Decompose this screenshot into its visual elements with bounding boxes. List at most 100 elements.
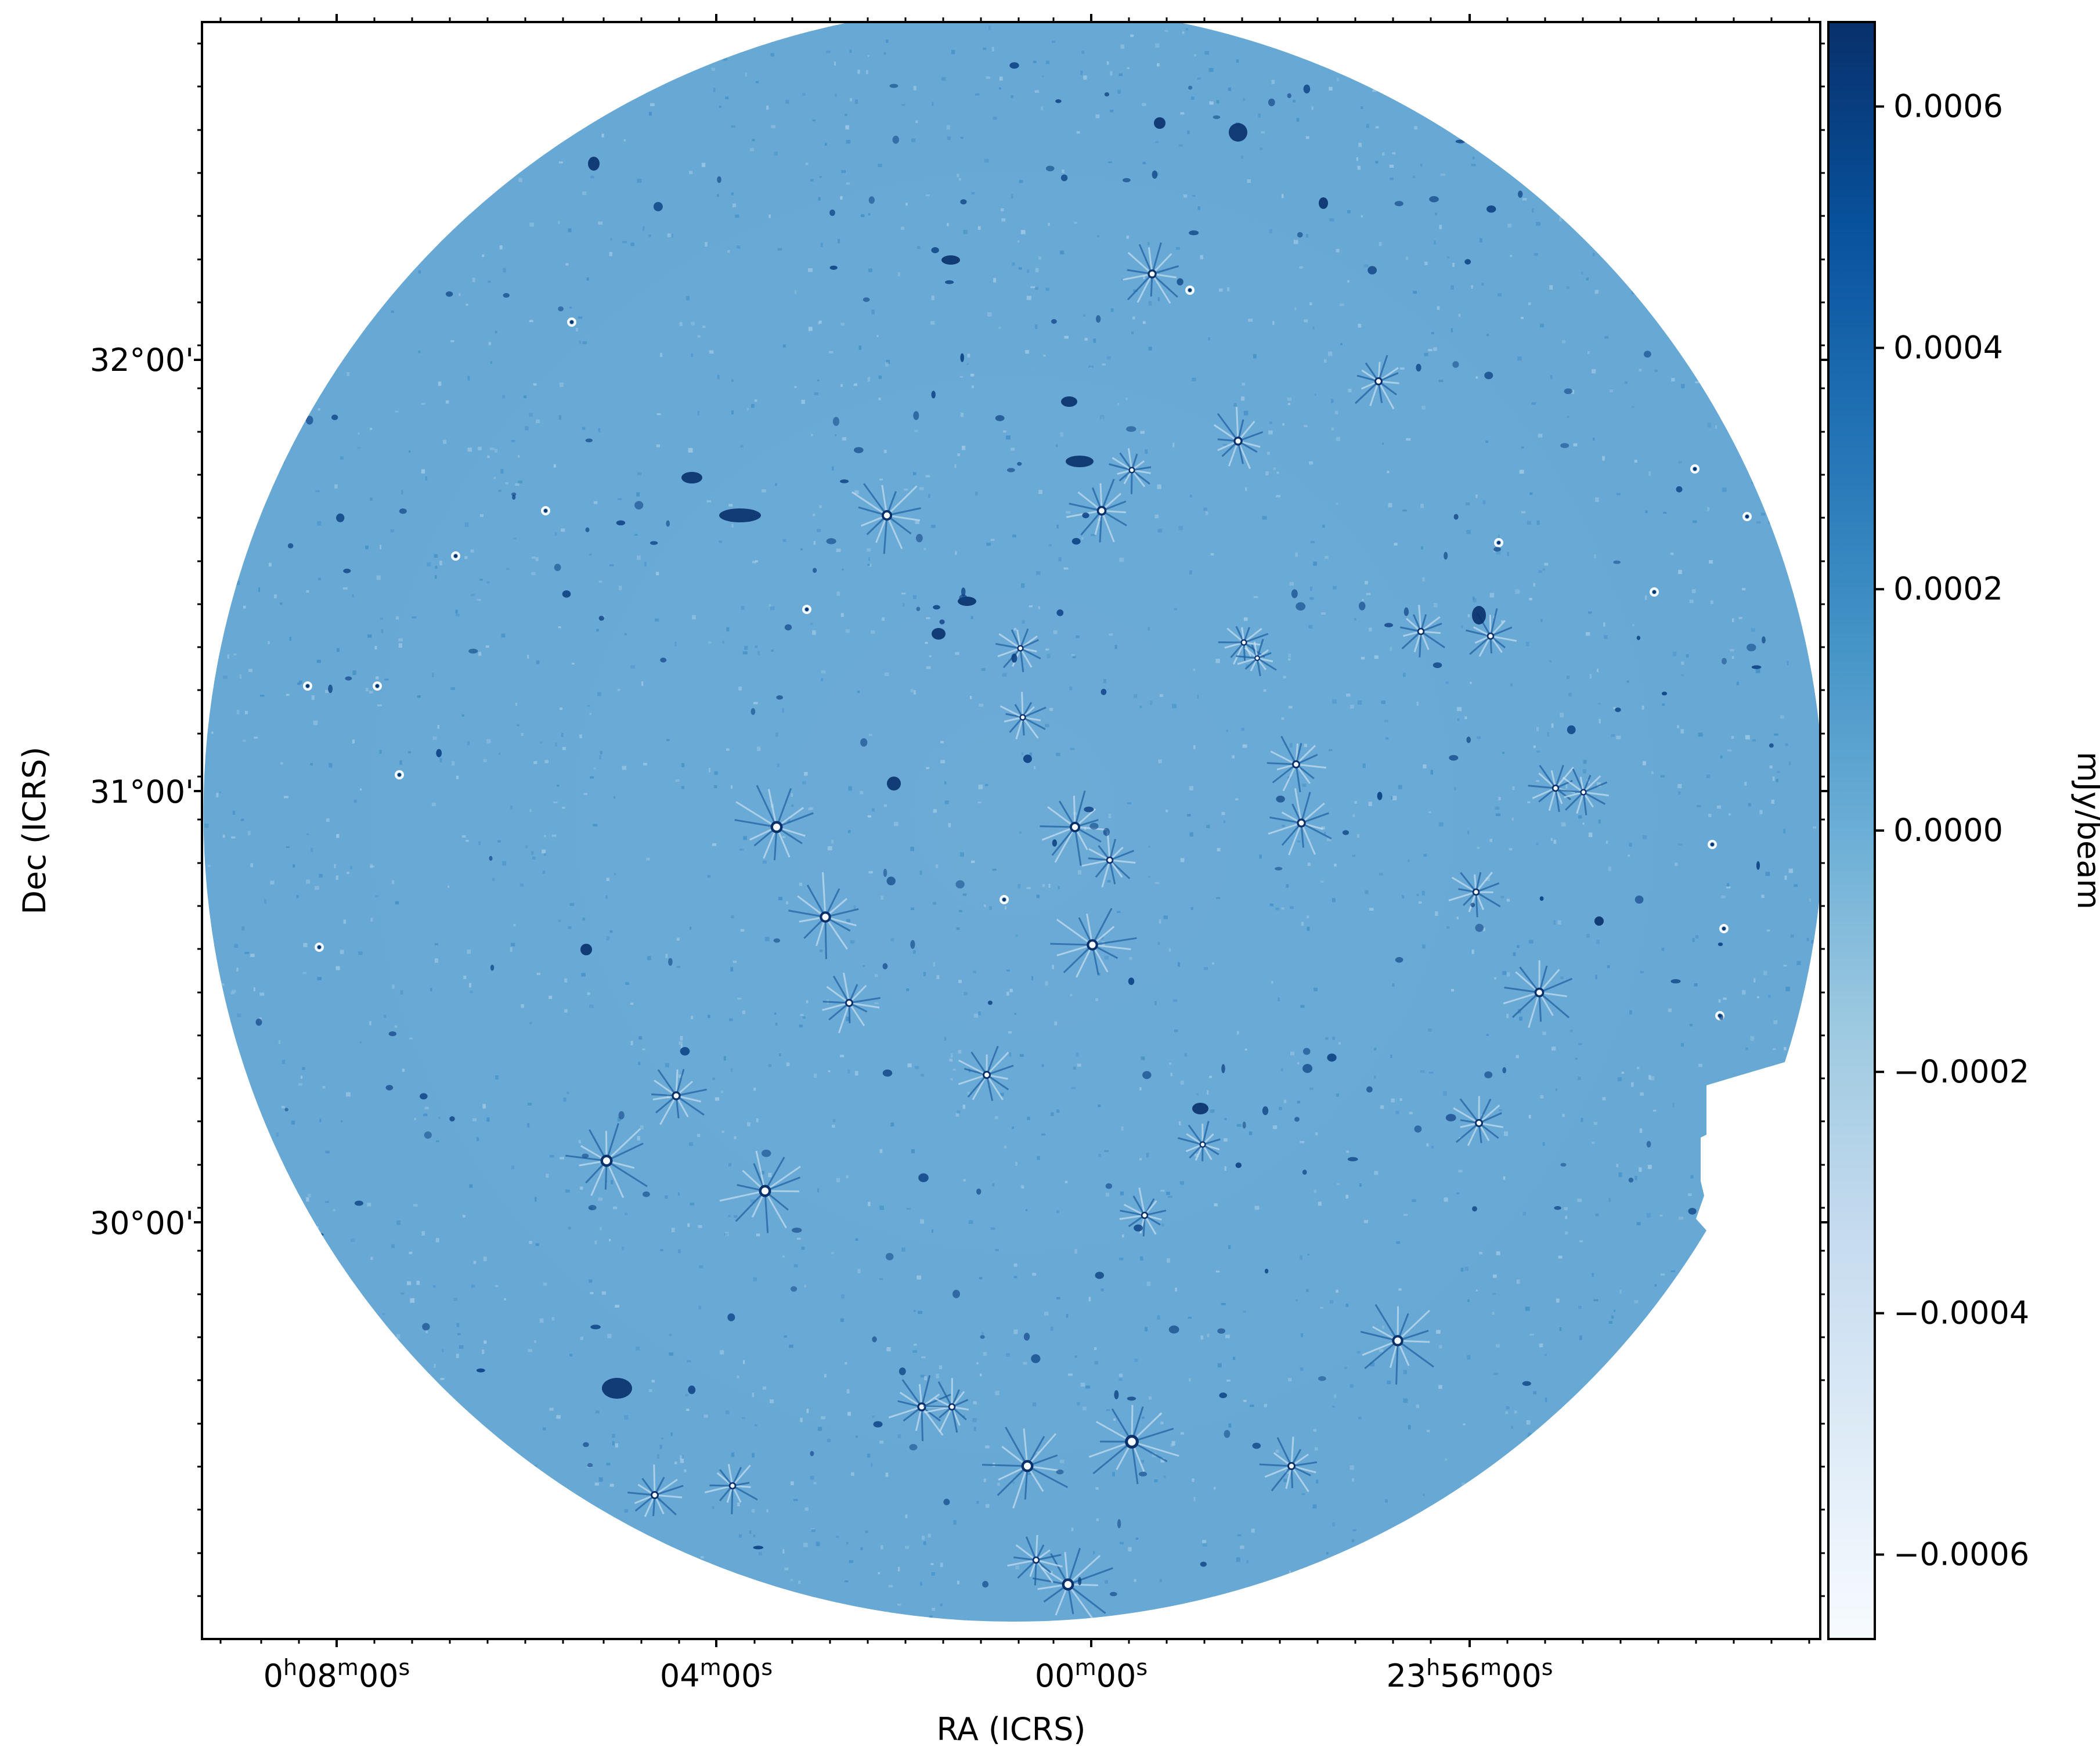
- noise-speck: [595, 1410, 600, 1414]
- noise-speck: [492, 878, 495, 881]
- noise-speck: [1329, 1300, 1333, 1304]
- noise-speck: [366, 291, 371, 294]
- radio-source: [822, 972, 881, 1034]
- noise-speck: [1170, 1073, 1173, 1077]
- faint-source: [264, 88, 274, 95]
- noise-speck: [970, 696, 972, 699]
- noise-speck: [982, 1332, 984, 1335]
- faint-source: [832, 417, 840, 426]
- noise-speck: [1094, 1347, 1097, 1350]
- noise-speck: [1426, 1429, 1430, 1432]
- noise-speck: [1471, 285, 1473, 289]
- noise-speck: [1421, 406, 1426, 410]
- noise-speck: [1712, 1153, 1715, 1155]
- noise-speck: [1221, 1303, 1226, 1305]
- faint-source: [826, 538, 836, 544]
- noise-speck: [630, 1002, 634, 1005]
- noise-speck: [932, 1608, 935, 1611]
- sidelobe-ray: [1152, 265, 1179, 275]
- source-peak: [1488, 634, 1493, 638]
- noise-speck: [1254, 1205, 1260, 1210]
- noise-speck: [521, 732, 524, 736]
- noise-speck: [251, 257, 256, 261]
- noise-speck: [905, 203, 908, 206]
- noise-speck: [1345, 1304, 1349, 1307]
- noise-speck: [1387, 1380, 1391, 1384]
- noise-speck: [1311, 106, 1314, 110]
- noise-speck: [1036, 894, 1040, 898]
- noise-speck: [1091, 534, 1095, 536]
- faint-source: [1051, 319, 1057, 324]
- noise-speck: [962, 1104, 965, 1109]
- noise-speck: [1374, 1048, 1377, 1051]
- noise-speck: [425, 74, 430, 78]
- noise-speck: [1087, 1626, 1091, 1629]
- noise-speck: [1757, 1564, 1761, 1568]
- noise-speck: [1163, 1475, 1166, 1478]
- faint-source: [470, 189, 475, 194]
- noise-speck: [1188, 1619, 1192, 1622]
- faint-source: [995, 415, 1005, 421]
- noise-speck: [1647, 1165, 1652, 1169]
- noise-speck: [1494, 977, 1497, 980]
- noise-speck: [553, 802, 558, 804]
- noise-speck: [1477, 736, 1481, 739]
- noise-speck: [246, 1439, 248, 1443]
- sidelobe-ray: [1017, 1559, 1037, 1579]
- noise-speck: [525, 426, 529, 431]
- noise-speck: [1495, 640, 1498, 645]
- noise-speck: [327, 1453, 331, 1457]
- noise-speck: [1652, 1110, 1657, 1112]
- noise-speck: [1629, 843, 1632, 847]
- noise-speck: [226, 1482, 230, 1485]
- noise-speck: [211, 1595, 215, 1598]
- noise-speck: [1446, 926, 1450, 929]
- radio-source: [1088, 1405, 1179, 1485]
- noise-speck: [1641, 705, 1644, 710]
- sidelobe-ray: [1300, 822, 1316, 855]
- sidelobe-ray: [676, 1088, 707, 1097]
- noise-speck: [403, 231, 407, 233]
- faint-source: [366, 1528, 376, 1535]
- sidelobe-ray: [1296, 763, 1326, 769]
- noise-speck: [686, 1409, 690, 1411]
- noise-speck: [1159, 1579, 1162, 1583]
- noise-speck: [279, 1521, 283, 1524]
- noise-speck: [933, 809, 937, 813]
- noise-speck: [755, 1424, 757, 1427]
- noise-speck: [737, 997, 742, 1000]
- noise-speck: [392, 984, 395, 989]
- faint-source: [1445, 1114, 1456, 1122]
- noise-speck: [287, 1287, 291, 1291]
- noise-speck: [1379, 1349, 1384, 1352]
- noise-speck: [400, 223, 404, 227]
- noise-speck: [1608, 867, 1611, 872]
- noise-speck: [1340, 303, 1344, 306]
- noise-speck: [725, 96, 729, 99]
- noise-speck: [1571, 1622, 1574, 1623]
- noise-speck: [1168, 948, 1171, 952]
- noise-speck: [1643, 1331, 1646, 1334]
- noise-speck: [497, 68, 501, 74]
- noise-speck: [832, 466, 834, 471]
- faint-source: [1103, 828, 1110, 836]
- noise-speck: [1760, 63, 1766, 66]
- noise-speck: [840, 384, 843, 387]
- noise-speck: [1139, 1158, 1142, 1161]
- sidelobe-ray: [824, 916, 827, 959]
- noise-speck: [404, 56, 409, 60]
- noise-speck: [671, 1228, 675, 1232]
- noise-speck: [876, 335, 879, 337]
- noise-speck: [802, 781, 806, 785]
- noise-speck: [1062, 169, 1065, 173]
- noise-speck: [1654, 161, 1658, 166]
- faint-source: [1486, 205, 1496, 213]
- noise-speck: [254, 737, 258, 739]
- faint-source: [490, 965, 495, 971]
- noise-speck: [511, 943, 515, 947]
- noise-speck: [1227, 287, 1230, 291]
- noise-speck: [610, 238, 612, 241]
- noise-speck: [1698, 732, 1703, 737]
- noise-speck: [1101, 416, 1103, 420]
- noise-speck: [1083, 75, 1087, 80]
